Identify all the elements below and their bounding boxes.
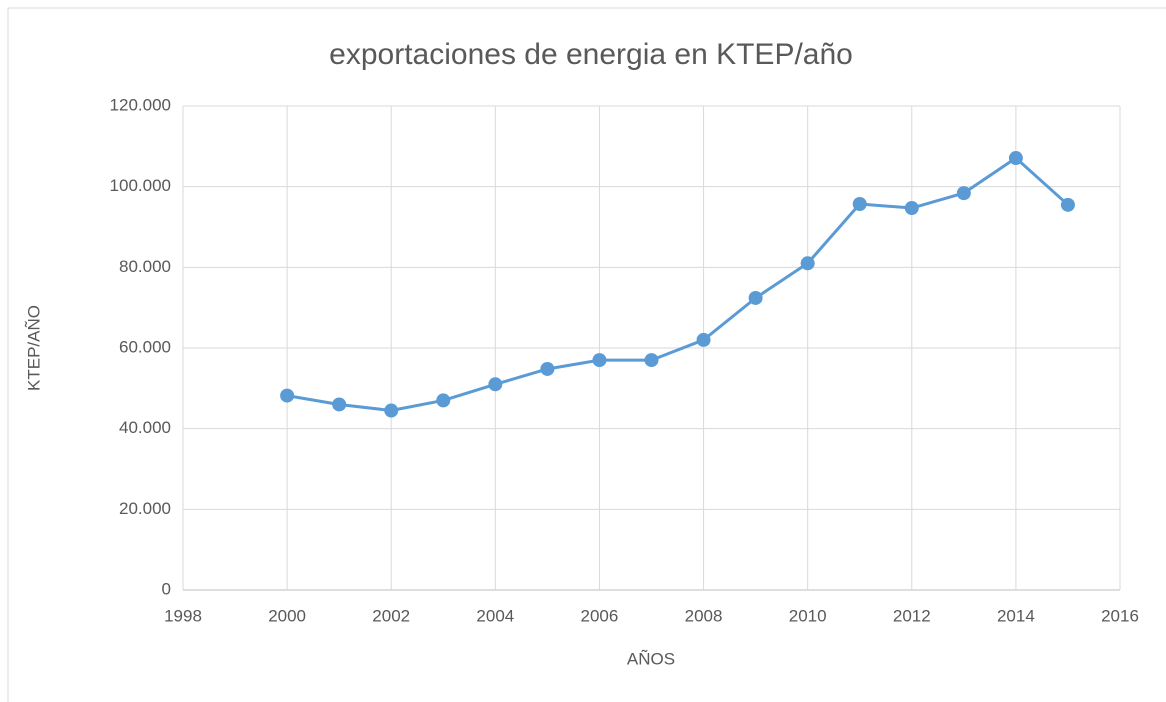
y-axis-label: KTEP/AÑO <box>24 305 43 391</box>
y-tick-label: 40.000 <box>119 418 171 437</box>
x-tick-label: 2014 <box>997 606 1035 625</box>
point <box>384 403 399 418</box>
x-tick-label: 2016 <box>1101 606 1139 625</box>
y-tick-label: 0 <box>162 579 171 598</box>
x-tick-label: 1998 <box>164 606 202 625</box>
point <box>800 256 815 271</box>
x-tick-label: 2008 <box>685 606 723 625</box>
point <box>592 353 607 368</box>
point <box>280 388 295 403</box>
point <box>956 186 971 201</box>
point <box>1008 151 1023 166</box>
point <box>852 197 867 212</box>
x-tick-label: 2000 <box>268 606 306 625</box>
y-tick-label: 100.000 <box>110 176 171 195</box>
x-tick-label: 2010 <box>789 606 827 625</box>
y-tick-label: 60.000 <box>119 337 171 356</box>
point <box>332 397 347 412</box>
point <box>904 201 919 216</box>
x-tick-label: 2012 <box>893 606 931 625</box>
x-tick-label: 2002 <box>372 606 410 625</box>
line <box>286 156 1069 413</box>
y-tick-label: 80.000 <box>119 257 171 276</box>
point <box>488 377 503 392</box>
x-tick-label: 2006 <box>581 606 619 625</box>
y-tick-label: 120.000 <box>110 95 171 114</box>
point <box>748 290 763 305</box>
chart-title: exportaciones de energia en KTEP/año <box>329 38 853 71</box>
point <box>696 332 711 347</box>
y-tick-label: 20.000 <box>119 499 171 518</box>
x-tick-label: 2004 <box>476 606 514 625</box>
point <box>1060 197 1075 212</box>
point <box>644 353 659 368</box>
point <box>540 361 555 376</box>
x-axis-label: AÑOS <box>627 649 675 668</box>
point <box>436 393 451 408</box>
